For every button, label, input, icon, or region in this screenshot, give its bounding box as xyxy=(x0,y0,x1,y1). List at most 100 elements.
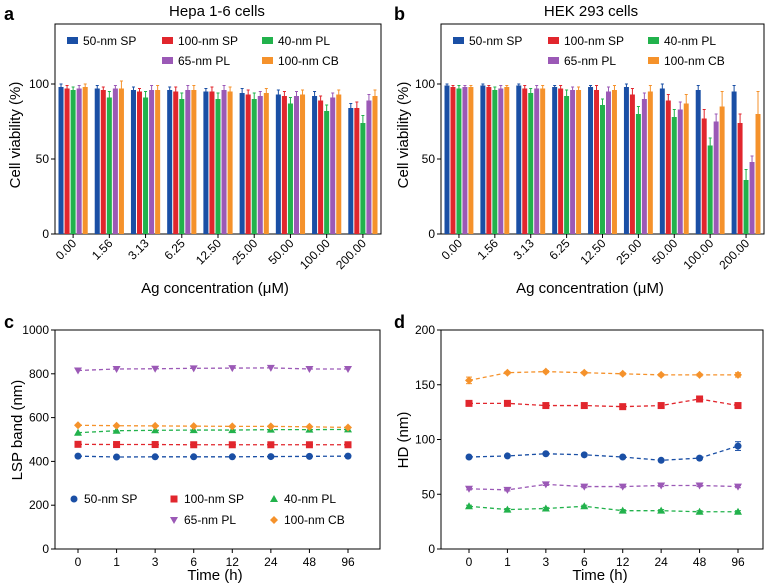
panel-c-xtick-label: 6 xyxy=(190,555,197,569)
panel-b-bar xyxy=(444,85,450,234)
panel-d-ytick-label: 50 xyxy=(422,487,436,501)
panel-a-legend-swatch xyxy=(67,37,78,44)
panel-b-xtick-label: 200.00 xyxy=(716,236,752,272)
panel-a-bar xyxy=(58,87,64,234)
panel-d-xtick-label: 48 xyxy=(693,555,707,569)
panel-d-marker xyxy=(503,452,511,460)
panel-a-bar xyxy=(130,90,136,234)
panel-b-ylabel: Cell viability (%) xyxy=(395,82,412,189)
panel-d-ytick-label: 150 xyxy=(415,378,435,392)
panel-b-legend-label: 65-nm PL xyxy=(564,54,616,68)
panel-d-marker xyxy=(580,502,589,510)
panel-c-marker xyxy=(189,422,198,431)
panel-c-marker xyxy=(112,421,121,430)
panel-c-marker xyxy=(305,441,313,449)
panel-a-bar xyxy=(336,94,342,234)
panel-a-bar xyxy=(149,90,155,234)
panel-d-marker xyxy=(542,402,550,410)
panel-d-series-line xyxy=(469,398,739,408)
panel-b-bar xyxy=(504,87,510,234)
panel-a-bar xyxy=(136,91,143,234)
panel-b-bar xyxy=(749,162,755,234)
panel-b-bar xyxy=(540,88,546,234)
panel-c-marker xyxy=(228,365,237,373)
panel-d-marker xyxy=(465,502,473,510)
panel-b-bar xyxy=(468,87,474,234)
panel-d-marker xyxy=(734,483,742,491)
panel-a-bar xyxy=(70,90,76,234)
panel-a-xtick-label: 6.25 xyxy=(161,236,188,263)
panel-d-marker xyxy=(619,453,627,461)
panel-d-marker xyxy=(734,370,742,379)
panel-b-bar xyxy=(701,118,707,234)
panel-a-ytick-label: 0 xyxy=(42,227,49,241)
panel-a-legend-label: 100-nm CB xyxy=(278,54,339,68)
panel-d-xtick-label: 3 xyxy=(543,555,550,569)
panel-a-bar xyxy=(300,94,306,234)
panel-d-ylabel: HD (nm) xyxy=(395,412,412,469)
panel-a-bar xyxy=(191,90,197,234)
panel-b-bar xyxy=(576,90,582,234)
panel-b-xtick-label: 25.00 xyxy=(613,236,644,267)
panel-a-bar xyxy=(360,123,366,234)
panel-a-bar xyxy=(348,108,354,234)
panel-a-xtick-label: 25.00 xyxy=(229,236,260,267)
panel-label-c: c xyxy=(4,312,14,332)
panel-a-bar xyxy=(227,91,233,234)
panel-label-b: b xyxy=(394,4,405,24)
panel-a-legend-swatch xyxy=(162,57,173,64)
panel-a-bar xyxy=(215,99,221,234)
panel-b-bar xyxy=(605,91,611,234)
panel-a-legend-label: 100-nm SP xyxy=(178,34,238,48)
panel-d-series-line xyxy=(468,370,738,382)
panel-b-bar xyxy=(558,88,564,234)
panel-d-marker xyxy=(618,506,627,514)
panel-d-series-line xyxy=(468,505,738,513)
panel-b-xtick-label: 3.13 xyxy=(510,236,537,263)
panel-a-bar xyxy=(324,111,330,234)
panel-a-bar xyxy=(185,90,191,234)
panel-a-bar xyxy=(173,91,179,234)
panel-a-legend-label: 65-nm PL xyxy=(178,54,230,68)
panel-b-bar xyxy=(659,88,665,234)
panel-c-legend-marker xyxy=(170,495,178,503)
panel-c-xtick-label: 0 xyxy=(75,555,82,569)
panel-d-marker xyxy=(580,402,588,410)
panel-a-bar xyxy=(64,88,70,234)
panel-d-ytick-label: 200 xyxy=(415,323,435,337)
panel-a-ylabel: Cell viability (%) xyxy=(7,82,24,189)
panel-c-marker xyxy=(74,440,82,448)
panel-c-legend-marker xyxy=(170,517,178,524)
panel-c-ytick-label: 600 xyxy=(29,411,49,425)
panel-b-bar xyxy=(629,94,635,234)
panel-b-bar xyxy=(534,88,540,234)
panel-d-marker xyxy=(541,481,550,489)
panel-a-bar xyxy=(372,96,378,234)
panel-b-legend-label: 40-nm PL xyxy=(664,34,716,48)
panel-b-legend-swatch xyxy=(548,57,559,64)
panel-c-marker xyxy=(267,441,275,449)
panel-a-bar xyxy=(112,88,118,234)
panel-b-bar xyxy=(498,88,504,234)
panel-b-legend-label: 50-nm SP xyxy=(469,34,522,48)
panel-c-ytick-label: 200 xyxy=(29,498,49,512)
panel-a-xtick-label: 3.13 xyxy=(125,236,152,263)
panel-b-bar xyxy=(456,88,462,234)
panel-b-legend-swatch xyxy=(453,37,464,44)
panel-a-bar xyxy=(366,100,372,234)
panel-c-marker xyxy=(190,453,198,461)
panel-b-bar xyxy=(492,90,498,234)
panel-a-legend-swatch xyxy=(262,57,273,64)
panel-d-marker xyxy=(465,376,473,385)
panel-a-bar xyxy=(179,99,185,234)
panel-b-legend-label: 100-nm SP xyxy=(564,34,624,48)
panel-c-marker xyxy=(266,422,275,431)
panel-b-legend-label: 100-nm CB xyxy=(664,54,725,68)
panel-a-xlabel: Ag concentration (μM) xyxy=(141,280,289,297)
panel-a-bar xyxy=(82,87,88,234)
panel-b-bar xyxy=(737,123,743,234)
panel-d-marker xyxy=(695,482,704,490)
panel-label-a: a xyxy=(4,4,15,24)
panel-c-marker xyxy=(151,365,160,373)
